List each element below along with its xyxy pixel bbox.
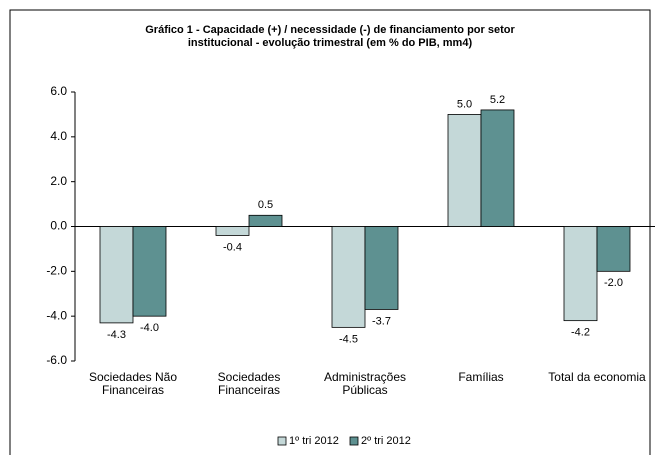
x-tick-label: Sociedades Não: [89, 370, 177, 384]
chart-border: [9, 9, 651, 455]
x-tick-label: Famílias: [458, 370, 503, 384]
x-tick-label: Financeiras: [102, 383, 164, 397]
y-tick-label: -2.0: [46, 264, 67, 278]
data-label: -4.5: [339, 333, 358, 345]
legend-swatch: [349, 436, 359, 446]
y-tick-label: 2.0: [50, 174, 67, 188]
data-label: -2.0: [604, 277, 623, 289]
data-label: -4.3: [107, 329, 126, 341]
data-label: 5.2: [490, 94, 505, 106]
legend-swatch: [277, 436, 287, 446]
x-tick-label: Sociedades: [218, 370, 281, 384]
bar: [480, 109, 515, 227]
bar: [596, 226, 631, 272]
y-tick-label: -6.0: [46, 353, 67, 367]
bar: [99, 226, 134, 324]
bar: [215, 226, 250, 236]
y-tick-label: -4.0: [46, 308, 67, 322]
data-label: -4.0: [140, 322, 159, 334]
y-tick-label: 4.0: [50, 129, 67, 143]
data-label: -0.4: [223, 241, 242, 253]
x-tick-label: Administrações: [324, 370, 406, 384]
data-label: -3.7: [372, 315, 391, 327]
y-tick-label: 0.0: [50, 219, 67, 233]
legend-label: 2º tri 2012: [361, 435, 411, 447]
x-tick-label: Financeiras: [218, 383, 280, 397]
x-tick-label: Públicas: [342, 383, 387, 397]
x-tick-label: Total da economia: [548, 370, 646, 384]
data-label: 5.0: [457, 98, 472, 110]
bar: [132, 226, 167, 317]
bar: [364, 226, 399, 310]
y-tick-label: 6.0: [50, 84, 67, 98]
data-label: -4.2: [571, 327, 590, 339]
bar: [563, 226, 598, 322]
bar: [331, 226, 366, 328]
chart-title: Gráfico 1 - Capacidade (+) / necessidade…: [145, 24, 515, 36]
bar: [248, 214, 283, 227]
legend-label: 1º tri 2012: [289, 435, 339, 447]
chart-title: institucional - evolução trimestral (em …: [188, 37, 473, 49]
data-label: 0.5: [258, 199, 273, 211]
bar: [447, 114, 482, 227]
